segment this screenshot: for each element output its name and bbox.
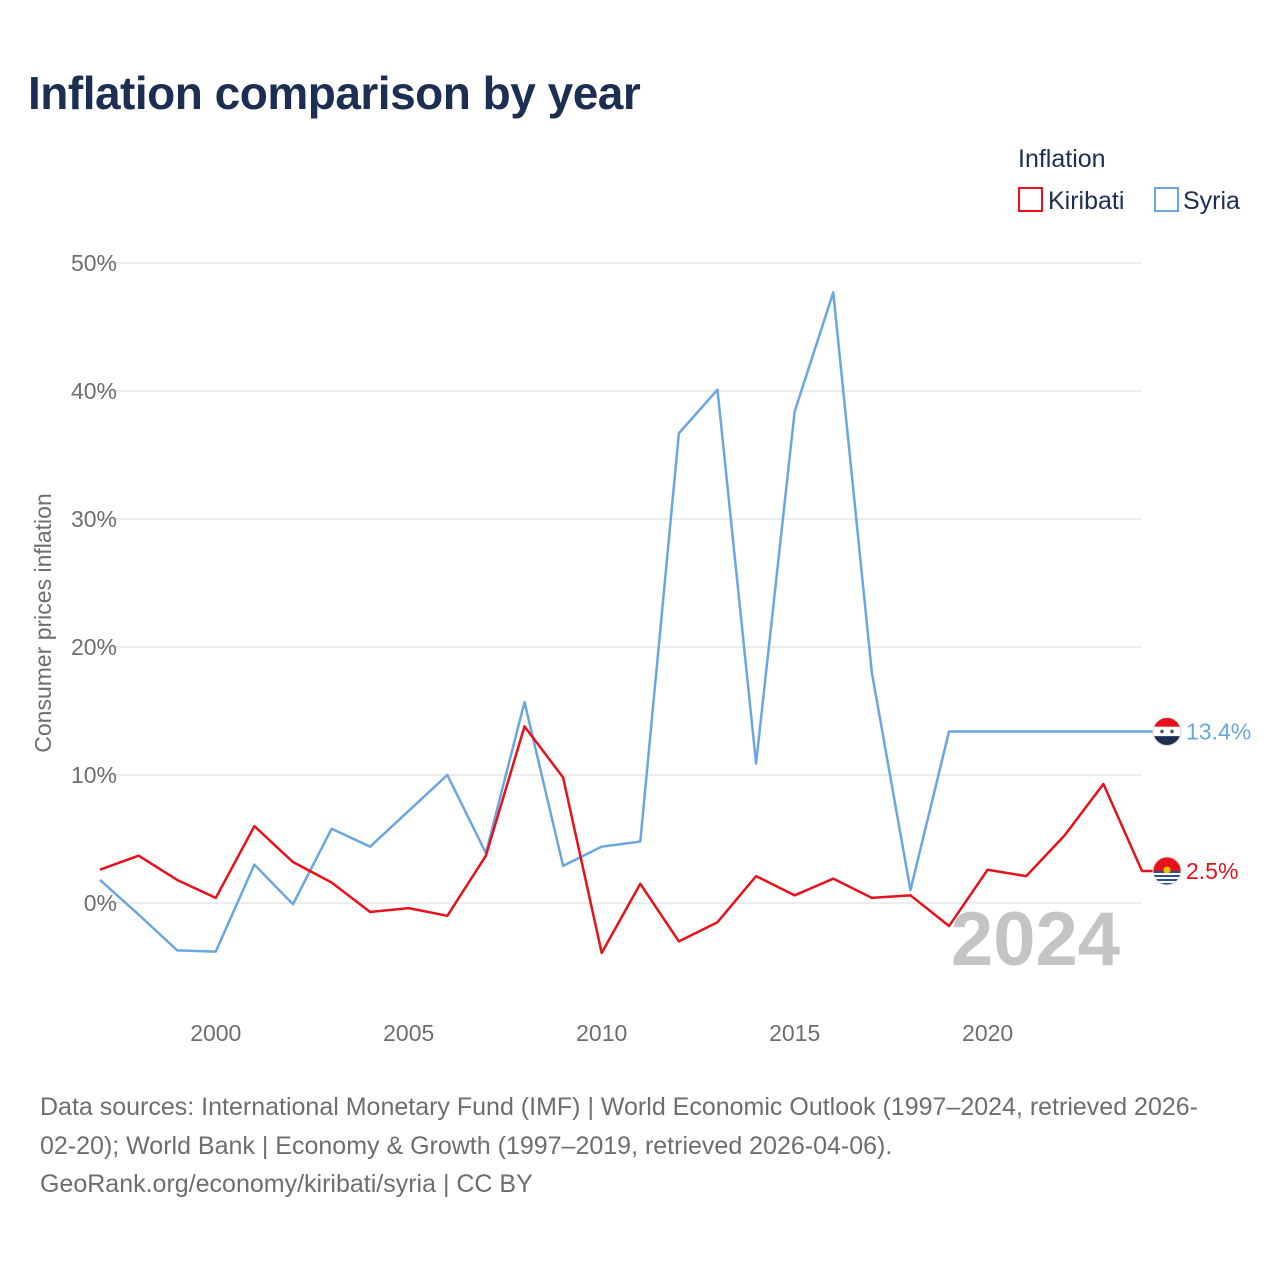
- legend-label-kiribati: Kiribati: [1048, 187, 1124, 215]
- x-tick-label: 2005: [383, 1020, 434, 1046]
- series-line-kiribati: [99, 725, 1167, 955]
- sources-line-3[interactable]: GeoRank.org/economy/kiribati/syria | CC …: [40, 1170, 533, 1198]
- x-tick-label: 2010: [576, 1020, 627, 1046]
- chart-title: Inflation comparison by year: [28, 67, 641, 119]
- y-tick-label: 30%: [71, 506, 117, 532]
- y-tick-label: 50%: [71, 250, 117, 276]
- x-tick-label: 2015: [769, 1020, 820, 1046]
- end-value-label-kiribati: 2.5%: [1186, 858, 1238, 884]
- legend-swatch-kiribati[interactable]: [1018, 187, 1043, 212]
- legend-label-syria: Syria: [1183, 187, 1240, 215]
- syria-flag-icon: [1152, 716, 1182, 746]
- y-tick-label: 40%: [71, 378, 117, 404]
- sources-line-1: Data sources: International Monetary Fun…: [40, 1093, 1198, 1121]
- y-tick-label: 20%: [71, 634, 117, 660]
- y-axis-label: Consumer prices inflation: [30, 493, 56, 753]
- end-value-label-syria: 13.4%: [1186, 718, 1251, 744]
- kiribati-flag-icon: [1152, 856, 1182, 886]
- x-tick-label: 2020: [962, 1020, 1013, 1046]
- data-sources: Data sources: International Monetary Fun…: [40, 1088, 1250, 1204]
- legend-swatch-syria[interactable]: [1154, 187, 1179, 212]
- y-tick-label: 0%: [84, 890, 117, 916]
- year-watermark: 2024: [951, 897, 1120, 982]
- sources-line-2: 02-20); World Bank | Economy & Growth (1…: [40, 1131, 893, 1160]
- series-line-syria: [99, 291, 1167, 953]
- y-tick-label: 10%: [71, 762, 117, 788]
- x-tick-label: 2000: [190, 1020, 241, 1046]
- legend-title: Inflation: [1018, 145, 1106, 173]
